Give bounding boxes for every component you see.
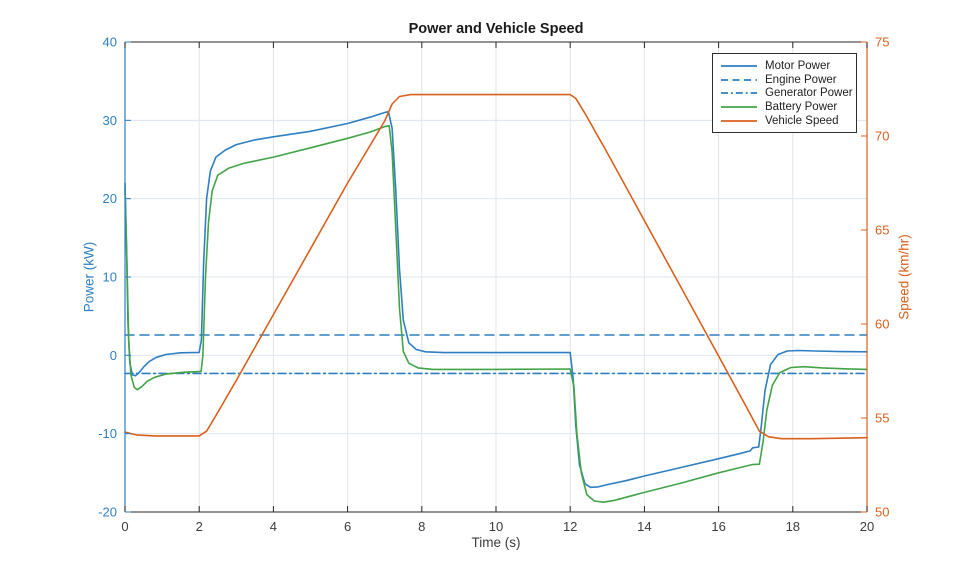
legend-item-vehicle-speed[interactable]: Vehicle Speed [719, 114, 856, 128]
legend-line-battery-power-icon [721, 106, 757, 109]
y-left-tick-label: -10 [98, 426, 117, 441]
legend: Motor Power Engine Power Generator Power Ba… [712, 53, 857, 133]
legend-line-motor-power-icon [721, 65, 757, 67]
legend-line-vehicle-speed-icon [721, 120, 757, 122]
x-axis-label: Time (s) [471, 535, 521, 550]
y-left-tick-label: -20 [98, 505, 117, 520]
y-axis-label-right: Speed (km/hr) [896, 234, 912, 320]
series-motor-power [124, 110, 868, 489]
series-battery-power [124, 125, 868, 504]
legend-item-generator-power[interactable]: Generator Power [719, 87, 856, 101]
x-tick-label: 4 [270, 519, 277, 534]
y-left-tick-label: 30 [103, 113, 117, 128]
y-left-tick-label: 40 [103, 35, 117, 50]
x-tick-label: 8 [418, 519, 425, 534]
chart-title: Power and Vehicle Speed [408, 21, 584, 37]
y-left-tick-label: 20 [103, 191, 117, 206]
y-right-tick-label: 55 [875, 411, 889, 426]
x-tick-label: 10 [489, 519, 503, 534]
legend-item-battery-power[interactable]: Battery Power [719, 100, 856, 114]
x-tick-label: 12 [563, 519, 577, 534]
x-tick-label: 2 [196, 519, 203, 534]
legend-label: Generator Power [765, 87, 853, 100]
y-right-tick-label: 75 [875, 35, 889, 50]
x-tick-label: 14 [637, 519, 651, 534]
legend-item-engine-power[interactable]: Engine Power [719, 73, 856, 87]
y-right-tick-label: 50 [875, 505, 889, 520]
legend-line-engine-power-icon [721, 78, 757, 81]
x-tick-label: 18 [786, 519, 800, 534]
x-tick-label: 6 [344, 519, 351, 534]
x-tick-label: 20 [860, 519, 874, 534]
series-vehicle-speed [124, 93, 868, 440]
legend-line-generator-power-icon [721, 92, 757, 95]
y-left-tick-label: 0 [110, 348, 117, 363]
legend-label: Vehicle Speed [765, 115, 839, 128]
y-right-tick-label: 65 [875, 223, 889, 238]
y-right-tick-label: 70 [875, 129, 889, 144]
x-tick-label: 16 [711, 519, 725, 534]
legend-label: Battery Power [765, 101, 838, 114]
legend-item-motor-power[interactable]: Motor Power [719, 59, 856, 73]
legend-label: Motor Power [765, 59, 831, 72]
y-axis-label-left: Power (kW) [81, 241, 97, 313]
legend-label: Engine Power [765, 73, 837, 86]
y-left-tick-label: 10 [103, 270, 117, 285]
x-tick-label: 0 [121, 519, 128, 534]
y-right-tick-label: 60 [875, 317, 889, 332]
